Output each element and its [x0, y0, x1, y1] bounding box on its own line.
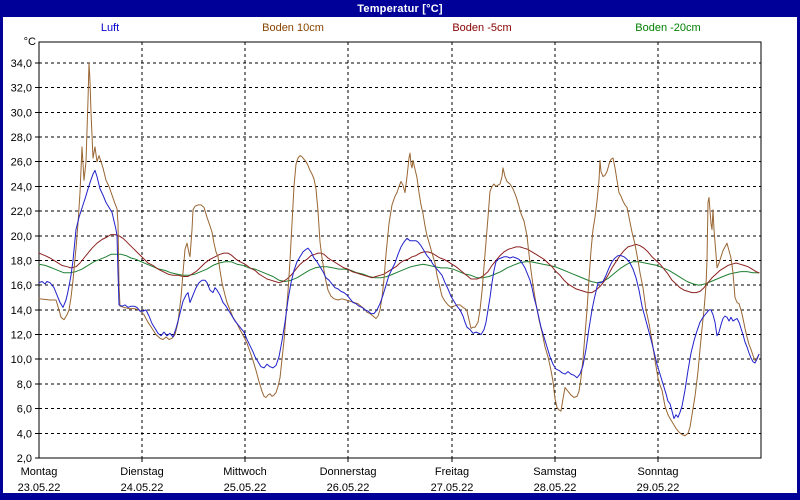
x-label-weekday-samstag: Samstag	[533, 466, 576, 478]
y-tick-label-12: 12,0	[11, 330, 32, 342]
x-label-weekday-freitag: Freitag	[435, 466, 469, 478]
window-frame-right	[797, 0, 800, 500]
x-label-date-dienstag: 24.05.22	[121, 482, 164, 494]
x-label-date-sonntag: 29.05.22	[637, 482, 680, 494]
x-label-date-donnerstag: 26.05.22	[327, 482, 370, 494]
y-tick-label-32: 32,0	[11, 83, 32, 95]
plot-border	[38, 41, 762, 459]
y-tick-label-14: 14,0	[11, 305, 32, 317]
y-tick-label-16: 16,0	[11, 280, 32, 292]
page-title: Temperatur [°C]	[357, 2, 443, 15]
y-tick-label-24: 24,0	[11, 181, 32, 193]
window-frame-left	[0, 0, 3, 500]
title-bar: Temperatur [°C]	[0, 0, 800, 17]
series-line-boden-5cm	[38, 234, 760, 294]
x-label-weekday-montag: Montag	[21, 466, 58, 478]
series-line-boden-10cm	[38, 62, 760, 437]
x-label-date-montag: 23.05.22	[18, 482, 61, 494]
chart-legend: Luft Boden 10cm Boden -5cm Boden -20cm	[0, 22, 800, 38]
series-line-luft	[38, 169, 760, 419]
y-tick-label-20: 20,0	[11, 231, 32, 243]
series-line-boden-20cm	[38, 253, 760, 286]
window-frame-bottom	[0, 493, 800, 500]
y-tick-label-22: 22,0	[11, 206, 32, 218]
legend-item-boden-5cm: Boden -5cm	[452, 22, 512, 34]
legend-item-boden-20cm: Boden -20cm	[635, 22, 701, 34]
y-tick-label-6: 6,0	[17, 404, 32, 416]
x-label-weekday-donnerstag: Donnerstag	[320, 466, 377, 478]
x-label-weekday-dienstag: Dienstag	[120, 466, 163, 478]
y-tick-label-34: 34,0	[11, 58, 32, 70]
y-tick-label-10: 10,0	[11, 354, 32, 366]
y-tick-label-4: 4,0	[17, 428, 32, 440]
x-label-weekday-mittwoch: Mittwoch	[223, 466, 266, 478]
y-tick-label-28: 28,0	[11, 132, 32, 144]
y-tick-label-30: 30,0	[11, 107, 32, 119]
y-axis-unit-label: °C	[23, 36, 36, 48]
x-label-date-mittwoch: 25.05.22	[224, 482, 267, 494]
y-tick-label-8: 8,0	[17, 379, 32, 391]
legend-item-boden-10cm: Boden 10cm	[262, 22, 324, 34]
legend-item-luft: Luft	[100, 22, 120, 34]
y-tick-label-2: 2,0	[17, 453, 32, 465]
x-label-date-freitag: 27.05.22	[431, 482, 474, 494]
x-label-date-samstag: 28.05.22	[534, 482, 577, 494]
y-tick-label-18: 18,0	[11, 255, 32, 267]
x-label-weekday-sonntag: Sonntag	[638, 466, 679, 478]
y-tick-label-26: 26,0	[11, 157, 32, 169]
